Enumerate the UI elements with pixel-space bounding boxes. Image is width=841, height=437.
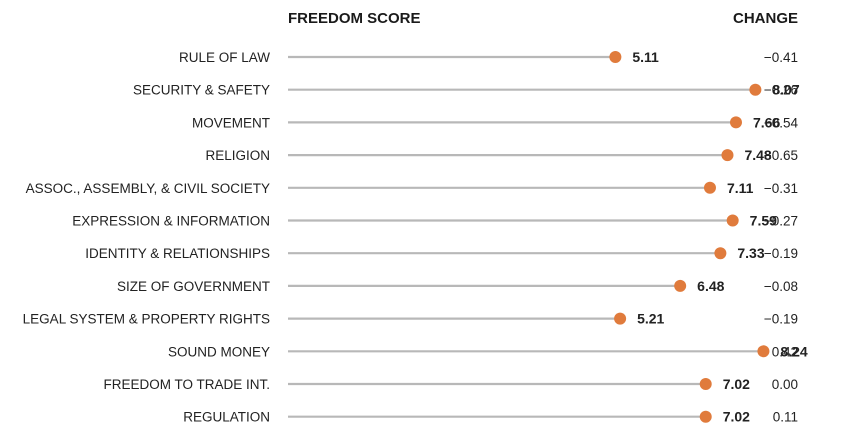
category-label: RELIGION <box>205 148 270 163</box>
chart-row: LEGAL SYSTEM & PROPERTY RIGHTS 5.21 −0.19 <box>23 311 798 327</box>
score-dot <box>714 247 727 260</box>
score-dot <box>729 116 742 129</box>
change-value: 0.42 <box>772 344 798 359</box>
score-value-label: 7.02 <box>723 409 750 425</box>
category-label: RULE OF LAW <box>179 50 270 65</box>
score-dot <box>721 149 734 162</box>
score-dot <box>609 51 622 63</box>
change-header: CHANGE <box>733 10 798 27</box>
chart-row: SECURITY & SAFETY 8.07−0.26 <box>133 82 800 98</box>
score-value-label: 5.21 <box>637 311 664 327</box>
score-value-label: 5.11 <box>632 49 659 65</box>
chart-row: ASSOC., ASSEMBLY, & CIVIL SOCIETY 7.11 −0.… <box>26 180 798 196</box>
chart-row: REGULATION 7.02 0.11 <box>183 409 798 425</box>
score-value-label: 7.02 <box>723 376 750 392</box>
chart-row: SIZE OF GOVERNMENT 6.48 −0.08 <box>117 278 798 294</box>
category-label: REGULATION <box>183 410 270 425</box>
score-dot <box>703 181 716 194</box>
score-value-label: 8.07 <box>772 82 799 98</box>
score-dot <box>749 83 762 96</box>
chart-rows: RULE OF LAW 5.11 −0.41 SECURITY & SAFETY 8.0… <box>23 49 808 425</box>
change-value: −0.27 <box>764 214 798 229</box>
score-value-label: 6.48 <box>697 278 724 294</box>
change-value: 0.11 <box>773 410 798 425</box>
chart-row: IDENTITY & RELATIONSHIPS 7.33 −0.19 <box>85 245 798 261</box>
score-dot <box>614 312 627 325</box>
score-dot <box>674 279 687 292</box>
freedom-score-header: FREEDOM SCORE <box>288 10 421 27</box>
score-value-label: 7.33 <box>737 245 764 261</box>
category-label: MOVEMENT <box>192 115 270 130</box>
category-label: SECURITY & SAFETY <box>133 83 270 98</box>
chart-row: RELIGION 7.48−0.65 <box>205 147 798 163</box>
category-label: SOUND MONEY <box>168 344 270 359</box>
chart-row: MOVEMENT 7.66−0.54 <box>192 114 798 130</box>
score-dot <box>699 410 712 423</box>
change-value: −0.19 <box>764 246 798 261</box>
chart-row: FREEDOM TO TRADE INT. 7.02 0.00 <box>103 376 798 392</box>
score-value-label: 8.24 <box>780 343 807 359</box>
category-label: SIZE OF GOVERNMENT <box>117 279 270 294</box>
change-value: −0.26 <box>764 83 798 98</box>
chart-row: RULE OF LAW 5.11 −0.41 <box>179 49 798 65</box>
chart-row: EXPRESSION & INFORMATION 7.59−0.27 <box>72 213 798 229</box>
change-value: 0.00 <box>772 377 798 392</box>
change-value: −0.41 <box>764 50 798 65</box>
change-value: −0.54 <box>764 115 799 130</box>
category-label: IDENTITY & RELATIONSHIPS <box>85 246 270 261</box>
score-value-label: 7.59 <box>750 213 777 229</box>
category-label: ASSOC., ASSEMBLY, & CIVIL SOCIETY <box>26 181 270 196</box>
category-label: FREEDOM TO TRADE INT. <box>103 377 270 392</box>
score-value-label: 7.11 <box>727 180 754 196</box>
change-value: −0.08 <box>764 279 798 294</box>
change-value: −0.19 <box>764 312 798 327</box>
chart-row: SOUND MONEY 8.240.42 <box>168 343 808 359</box>
score-dot <box>757 345 770 358</box>
score-value-label: 7.66 <box>753 114 780 130</box>
change-value: −0.65 <box>764 148 798 163</box>
category-label: EXPRESSION & INFORMATION <box>72 214 270 229</box>
change-value: −0.31 <box>764 181 798 196</box>
score-dot <box>726 214 739 227</box>
score-dot <box>699 378 712 390</box>
category-label: LEGAL SYSTEM & PROPERTY RIGHTS <box>23 312 270 327</box>
score-value-label: 7.48 <box>744 147 771 163</box>
